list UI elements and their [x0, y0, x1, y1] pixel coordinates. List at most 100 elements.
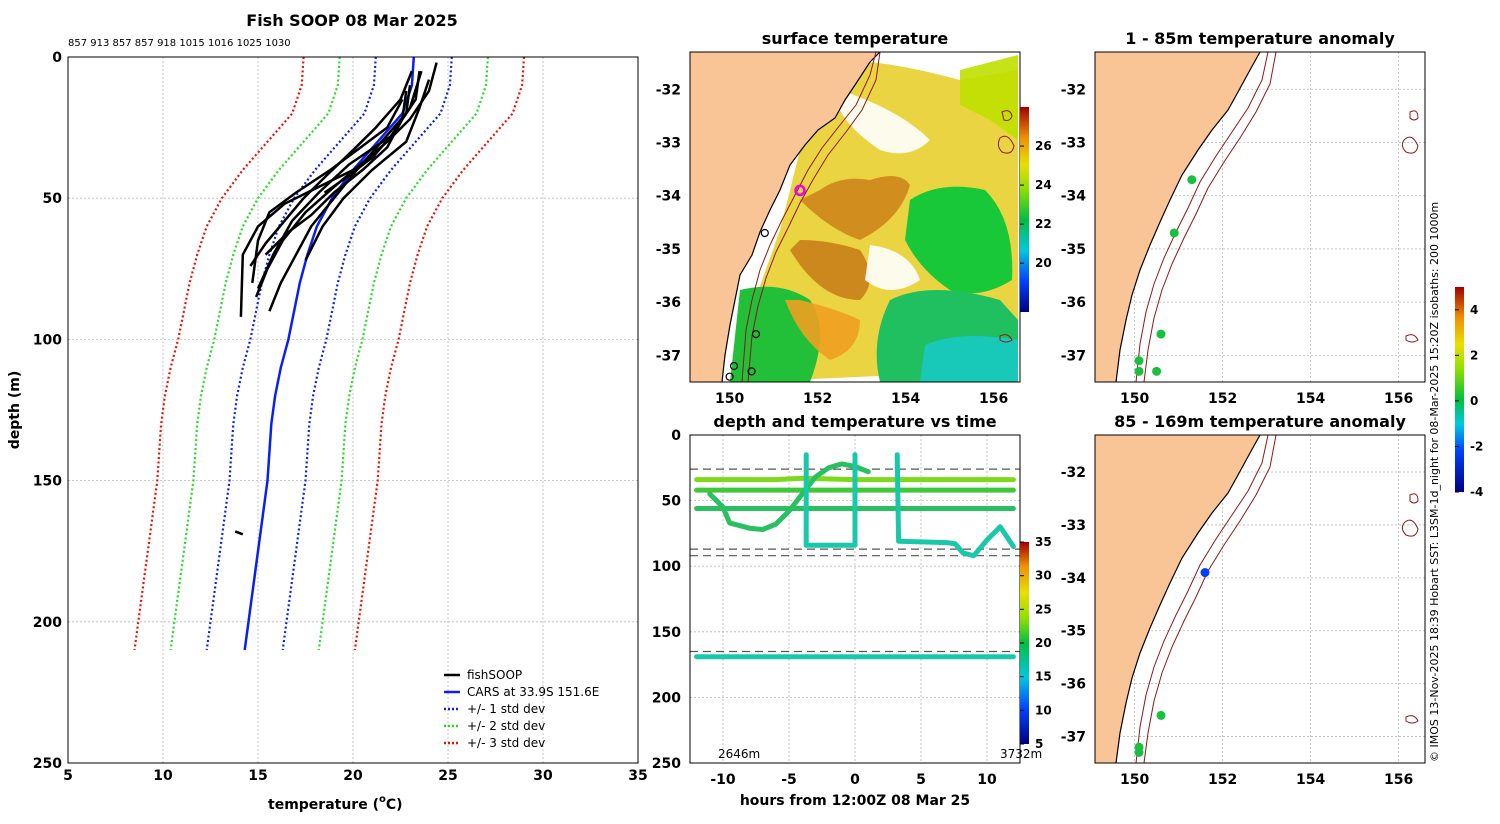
profile-xtick: 5	[63, 768, 73, 784]
sst-fish-locations	[725, 184, 806, 381]
profile-xtick: 25	[438, 768, 457, 784]
depth-time-cb-ticklabel: 15	[1035, 670, 1052, 684]
sst-ytick: -37	[656, 348, 681, 364]
anomaly-top-ytick: -33	[1061, 135, 1086, 151]
anomaly-top-point	[1187, 175, 1197, 185]
sst-ytick: -34	[656, 189, 682, 205]
sst-fish-location	[760, 228, 769, 238]
depth-time-title: depth and temperature vs time	[713, 412, 996, 431]
profile-fishsoop-2	[304, 79, 431, 261]
legend-cars: CARS at 33.9S 151.6E	[467, 685, 599, 699]
depth-time-traces	[690, 452, 1020, 660]
depth-time-cb-ticklabel: 20	[1035, 636, 1052, 650]
profile-sd2-lower	[169, 57, 341, 651]
profile-ytick: 100	[33, 332, 62, 348]
depth-time-trace	[694, 475, 1016, 483]
anomaly-bottom-panel: 85 - 169m temperature anomaly 150 152 154 1…	[1061, 412, 1426, 788]
profile-title: Fish SOOP 08 Mar 2025	[246, 11, 457, 30]
sst-ytick: -32	[656, 82, 681, 98]
sst-cb-ticklabel: 20	[1035, 256, 1052, 270]
profile-sd2-upper	[317, 57, 489, 651]
anomaly-top-coastline	[1115, 52, 1261, 382]
anomaly-colorbar	[1455, 287, 1464, 492]
profile-sd3-upper	[353, 57, 526, 651]
legend-std2: +/- 2 std dev	[467, 719, 545, 733]
sst-orange-eddy-2	[790, 240, 870, 300]
sst-colorbar	[1020, 107, 1029, 312]
profile-legend: fishSOOP CARS at 33.9S 151.6E +/- 1 std …	[444, 668, 599, 750]
profile-fishsoop-7	[323, 70, 423, 194]
anomaly-bottom-seamount-2	[1401, 519, 1419, 537]
depth-time-colorbar	[1020, 542, 1029, 744]
anomaly-cb-ticklabel: -4	[1470, 485, 1483, 499]
anomaly-bottom-isobath-1000	[1143, 435, 1277, 763]
depth-time-left-annotation: 2646m	[718, 747, 760, 761]
depth-time-trace	[707, 461, 871, 532]
profile-xlabel: temperature (oC)	[268, 794, 403, 813]
depth-time-xtick: 5	[916, 772, 926, 788]
anomaly-top-xtick: 154	[1296, 391, 1325, 407]
sst-fish-location	[747, 367, 756, 376]
sst-land	[690, 52, 880, 382]
anomaly-bottom-seamount-3	[1405, 715, 1419, 724]
anomaly-bottom-frame	[1094, 434, 1426, 764]
depth-time-trace	[803, 452, 858, 548]
legend-std3: +/- 3 std dev	[467, 736, 545, 750]
sst-seamount-2	[997, 135, 1015, 154]
anomaly-bottom-ytick: -34	[1061, 571, 1087, 587]
anomaly-top-ytick: -32	[1061, 82, 1086, 98]
anomaly-cb-ticklabel: 2	[1470, 348, 1478, 362]
sst-cb-ticklabel: 26	[1035, 139, 1052, 153]
anomaly-cb-ticklabel: 4	[1470, 303, 1478, 317]
profile-ytick: 200	[33, 615, 62, 631]
anomaly-top-point	[1156, 329, 1166, 339]
anomaly-top-map	[1095, 52, 1419, 382]
depth-time-ytick: 50	[662, 494, 682, 510]
sst-isobath-1000	[747, 52, 881, 382]
sst-ytick: -36	[656, 295, 681, 311]
legend-fishsoop: fishSOOP	[467, 668, 522, 682]
profile-fishsoop-8	[239, 154, 377, 317]
sst-map-body	[690, 52, 1020, 382]
depth-time-xtick: -10	[710, 772, 736, 788]
profile-subtitle: 857 913 857 857 918 1015 1016 1025 1030	[68, 38, 291, 49]
depth-time-cb-ticklabel: 30	[1035, 569, 1052, 583]
depth-time-right-annotation: 3732m	[1000, 747, 1042, 761]
sst-isobath-200	[741, 52, 877, 382]
anomaly-bottom-coastline	[1115, 435, 1261, 763]
sst-xtick: 152	[803, 391, 832, 407]
anomaly-top-xtick: 150	[1120, 391, 1149, 407]
sst-fish-location	[729, 361, 739, 371]
anomaly-top-seamount-1	[1409, 110, 1419, 121]
sst-colorbar-ticks: 20 22 24 26	[1020, 139, 1052, 270]
sst-ytick: -33	[656, 135, 681, 151]
anomaly-bottom-point	[1200, 568, 1210, 578]
anomaly-bottom-title: 85 - 169m temperature anomaly	[1114, 412, 1406, 431]
anomaly-bottom-xtick: 156	[1384, 772, 1413, 788]
anomaly-top-xtick: 156	[1384, 391, 1413, 407]
anomaly-bottom-seamount-1	[1409, 493, 1419, 504]
sst-orange-south	[785, 300, 860, 360]
profile-xtick: 20	[343, 768, 363, 784]
anomaly-top-seamount-3	[1405, 334, 1419, 343]
sst-panel: surface temperature 150 152 154 156 -32 -33 -3…	[656, 29, 1052, 407]
anomaly-bottom-ytick: -32	[1061, 465, 1086, 481]
sst-fish-location	[725, 372, 734, 381]
profile-fishsoop-6	[251, 98, 404, 284]
sst-cloud-2	[865, 245, 920, 290]
anomaly-top-point	[1152, 366, 1162, 376]
anomaly-bottom-ticks: 150 152 154 156 -32 -33 -34 -35 -36 -37	[1061, 465, 1414, 788]
anomaly-top-frame	[1094, 51, 1426, 383]
profile-xtick: 35	[628, 768, 647, 784]
anomaly-bottom-xtick: 150	[1120, 772, 1149, 788]
sst-seamount-3	[999, 334, 1013, 343]
sst-title: surface temperature	[762, 29, 949, 48]
sst-xtick: 154	[891, 391, 920, 407]
sst-xtick: 156	[979, 391, 1008, 407]
sst-cb-ticklabel: 24	[1035, 178, 1052, 192]
depth-time-cb-ticklabel: 25	[1035, 602, 1052, 616]
depth-time-xtick: -5	[781, 772, 797, 788]
anomaly-bottom-xtick: 152	[1208, 772, 1237, 788]
depth-time-ytick: 150	[652, 625, 681, 641]
